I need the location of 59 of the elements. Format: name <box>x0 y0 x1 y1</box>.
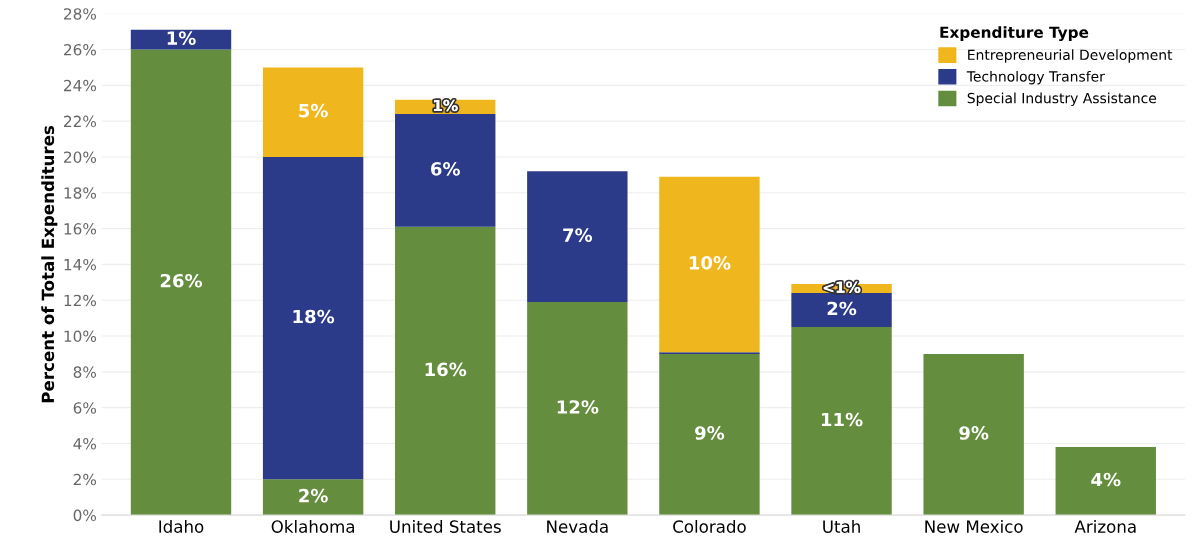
y-tick-label: 16% <box>64 223 97 235</box>
bar <box>659 176 760 353</box>
x-tick-label: Oklahoma <box>271 519 355 533</box>
y-axis-title: Percent of Total Expenditures <box>41 125 58 403</box>
data-label: 26% <box>160 273 203 288</box>
legend-title: Expenditure Type <box>940 26 1089 42</box>
bar <box>923 353 1024 516</box>
x-tick-label: United States <box>390 519 501 533</box>
x-tick-label: Idaho <box>159 519 204 533</box>
data-label: 12% <box>557 400 599 414</box>
data-label: 16% <box>425 362 467 377</box>
bar <box>527 171 628 303</box>
data-label: 9% <box>959 426 989 440</box>
legend-label: Special Industry Assistance <box>967 92 1157 107</box>
y-tick-label: 14% <box>64 258 97 271</box>
x-tick-label: Utah <box>823 519 860 533</box>
data-label: 4% <box>1091 472 1121 487</box>
y-tick-label: 26% <box>64 43 97 56</box>
data-label: 11% <box>821 412 863 427</box>
bar <box>130 29 232 50</box>
x-tick-label: Nevada <box>547 519 608 533</box>
y-tick-label: 20% <box>64 151 97 163</box>
y-tick-label: 18% <box>64 187 97 199</box>
bar <box>395 226 496 516</box>
data-label: 6% <box>431 161 460 176</box>
x-tick-label: Arizona <box>1074 519 1136 533</box>
bar <box>395 113 496 227</box>
bar <box>130 49 232 516</box>
data-label: 9% <box>695 426 725 440</box>
bar <box>262 67 364 157</box>
y-tick-label: 12% <box>64 294 97 307</box>
y-tick-label: 22% <box>64 115 97 128</box>
bar <box>527 302 628 516</box>
y-tick-label: 6% <box>73 402 97 414</box>
bar <box>1055 447 1156 516</box>
x-tick-label: New Mexico <box>925 519 1023 533</box>
data-label: 1% <box>433 99 458 112</box>
data-label: 1% <box>167 31 196 45</box>
y-tick-label: 28% <box>64 8 97 20</box>
y-tick-label: 10% <box>64 330 97 343</box>
data-label: 2% <box>827 301 857 316</box>
y-tick-label: 0% <box>73 509 97 522</box>
y-tick-label: 4% <box>73 437 97 450</box>
bar <box>262 479 364 516</box>
bar <box>791 293 892 328</box>
bar <box>659 353 760 516</box>
data-label: 10% <box>689 255 731 270</box>
data-label: 5% <box>299 103 328 118</box>
y-tick-label: 8% <box>73 366 97 378</box>
legend-label: Entrepreneurial Development <box>968 49 1173 63</box>
y-tick-label: 2% <box>73 473 97 486</box>
data-label: 2% <box>299 488 328 503</box>
bar <box>262 156 364 480</box>
data-label: 7% <box>563 228 593 242</box>
x-tick-label: Colorado <box>673 519 746 533</box>
legend-label: Technology Transfer <box>966 70 1105 85</box>
data-label: 18% <box>293 309 335 324</box>
y-tick-label: 24% <box>64 79 97 92</box>
bar <box>791 327 892 516</box>
